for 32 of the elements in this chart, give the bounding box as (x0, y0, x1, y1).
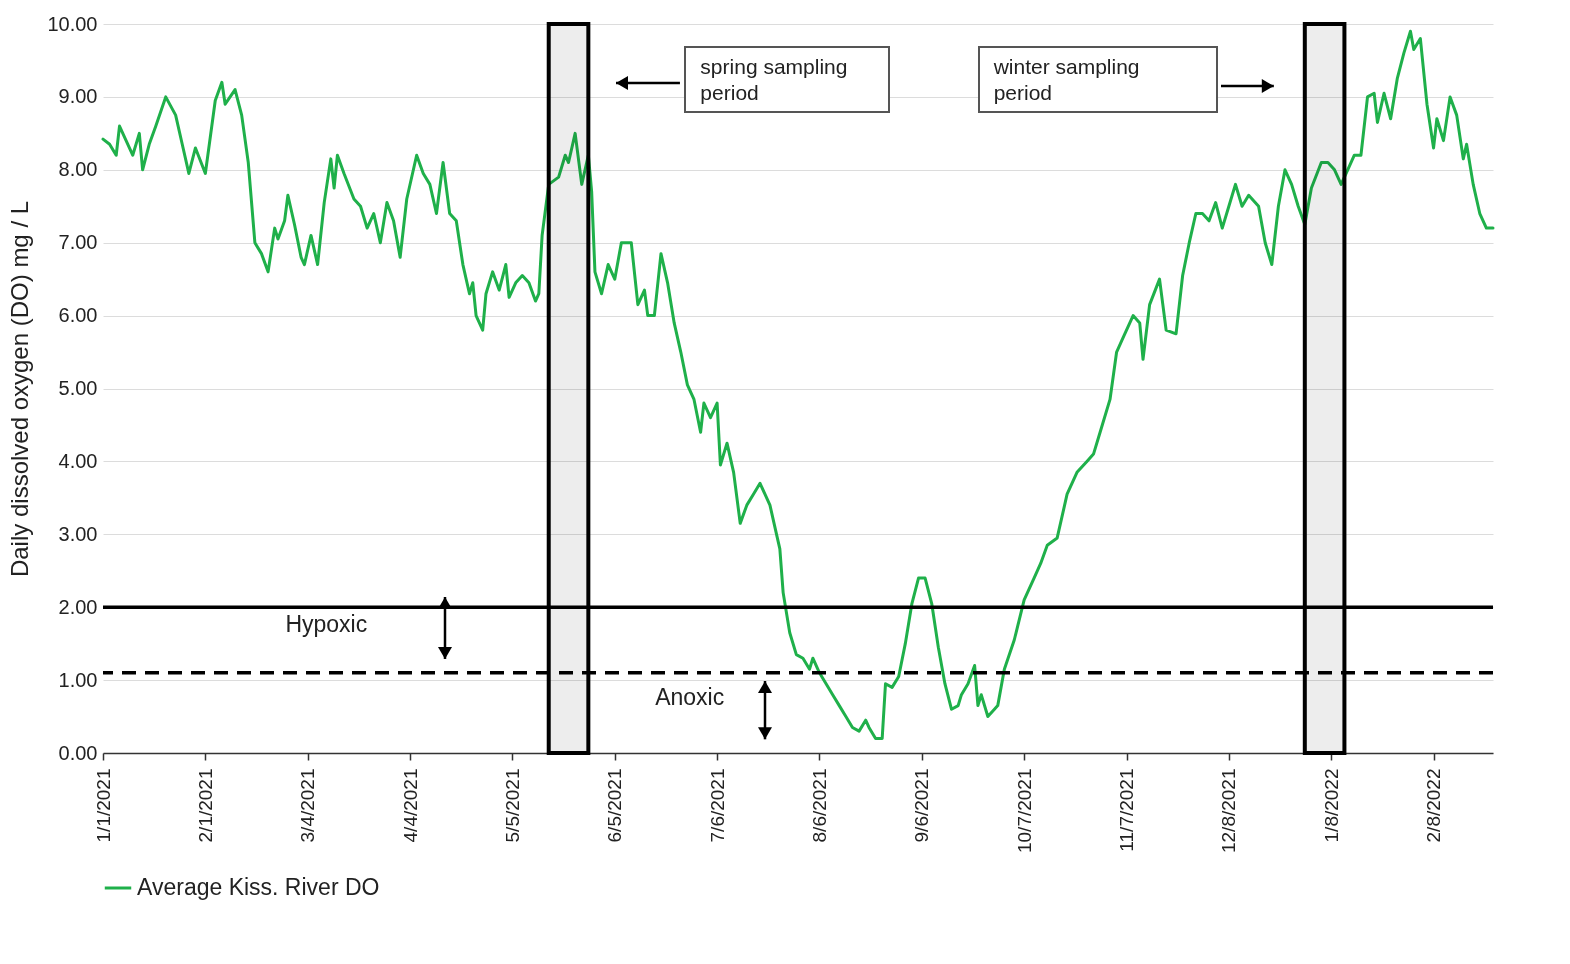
y-tick-label: 6.00 (58, 304, 98, 327)
text-box: winter sampling period (977, 46, 1219, 113)
y-tick-label: 8.00 (58, 158, 98, 181)
x-tick-label: 9/6/2021 (911, 768, 933, 843)
y-tick-label: 10.00 (47, 12, 98, 35)
x-tick-label: 8/6/2021 (808, 768, 830, 843)
annotation: Anoxic (655, 684, 725, 712)
x-tick-label: 12/8/2021 (1218, 768, 1240, 854)
y-tick-label: 4.00 (58, 449, 98, 472)
legend-label: Average Kiss. River DO (137, 874, 380, 900)
annotation: Hypoxic (285, 611, 368, 639)
y-tick-label: 3.00 (58, 522, 98, 545)
y-tick-label: 0.00 (58, 741, 98, 764)
x-tick-label: 2/1/2021 (194, 768, 216, 843)
y-tick-label: 2.00 (58, 595, 98, 618)
x-tick-label: 7/6/2021 (706, 768, 728, 843)
x-tick-label: 5/5/2021 (501, 768, 523, 843)
x-tick-label: 6/5/2021 (604, 768, 626, 843)
x-tick-label: 2/8/2022 (1423, 768, 1445, 843)
x-tick-label: 4/4/2021 (399, 768, 421, 843)
x-tick-label: 3/4/2021 (297, 768, 319, 843)
y-tick-label: 7.00 (58, 231, 98, 254)
y-tick-label: 9.00 (58, 85, 98, 108)
y-tick-label: 5.00 (58, 377, 98, 399)
line-series (101, 29, 1495, 740)
x-tick-label: 1/8/2022 (1320, 768, 1342, 843)
x-tick-label: 10/7/2021 (1013, 768, 1035, 854)
text-box: spring sampling period (684, 46, 891, 113)
y-axis-title: Daily dissolved oxygen (DO) mg / L (6, 200, 34, 578)
y-tick-label: 1.00 (58, 668, 98, 691)
x-tick-label: 11/7/2021 (1116, 768, 1138, 852)
x-tick-label: 1/1/2021 (92, 768, 114, 843)
